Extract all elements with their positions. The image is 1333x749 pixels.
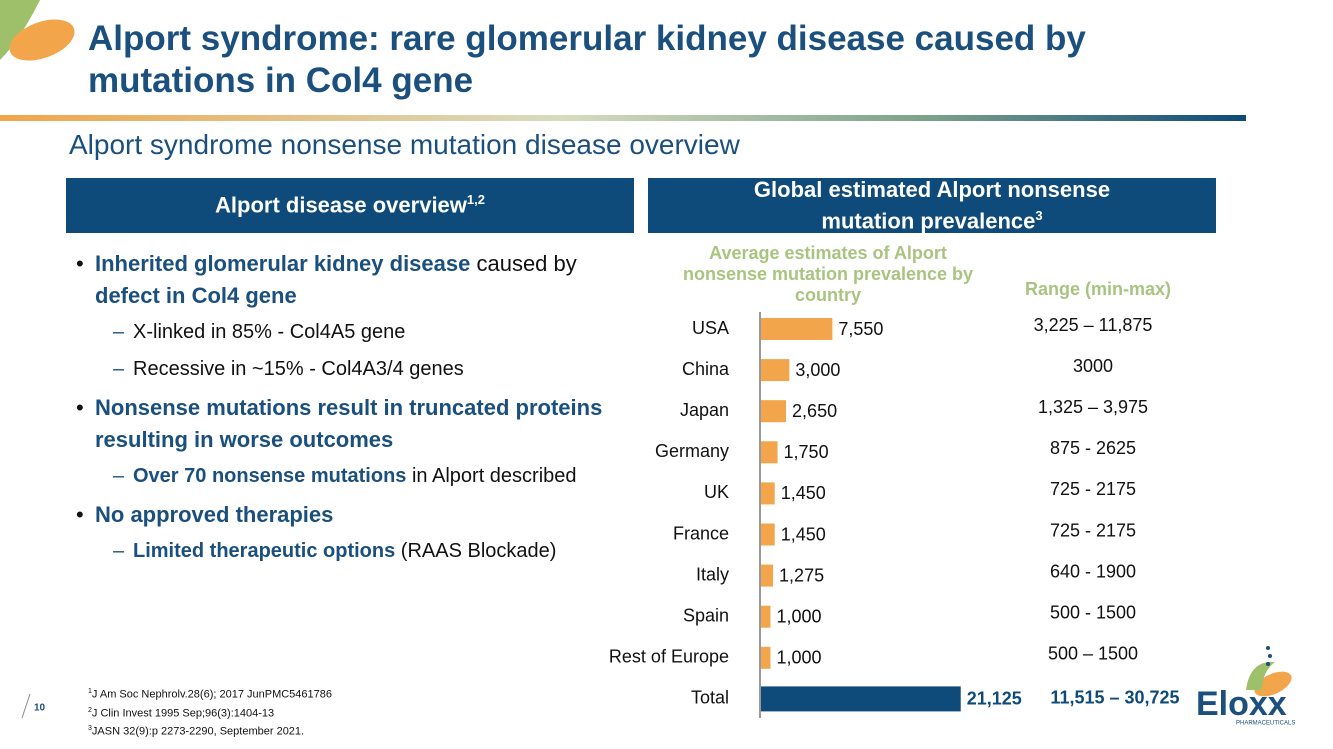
title-rule (0, 115, 1246, 121)
bullet-marker: • (76, 395, 84, 420)
bar (761, 441, 778, 464)
category-label: USA (692, 318, 729, 338)
logo-leaf (1246, 661, 1275, 690)
bar (761, 482, 775, 505)
footnote: 2J Clin Invest 1995 Sep;96(3):1404-13 (88, 703, 332, 722)
footnote-marker: 1 (88, 688, 92, 695)
bullet-text: in Alport described (406, 465, 577, 487)
range-label: 725 - 2175 (1050, 520, 1136, 540)
bar (761, 400, 787, 423)
value-label: 2,650 (792, 401, 837, 421)
bullet-text: No approved therapies (95, 502, 334, 527)
bullet-marker: – (113, 465, 125, 487)
value-label: 1,450 (781, 483, 826, 503)
bullet-text: Recessive in ~15% - Col4A3/4 genes (133, 358, 464, 380)
bullet: • No approved therapies (76, 499, 621, 531)
logo-dot (1266, 662, 1270, 666)
category-label: Spain (683, 605, 729, 625)
left-header-text: Alport disease overview (215, 192, 467, 218)
left-header-sup: 1,2 (466, 192, 485, 208)
slide-subtitle: Alport syndrome nonsense mutation diseas… (69, 129, 740, 160)
corner-blob (9, 19, 75, 61)
range-label: 725 - 2175 (1050, 479, 1136, 499)
footnote-marker: 2 (88, 706, 92, 714)
category-label: Germany (655, 441, 729, 461)
category-label: Total (691, 688, 729, 708)
category-label: Italy (696, 564, 729, 584)
logo-name: Eloxx (1196, 685, 1287, 723)
chart-title: Average estimates of Alport nonsense mut… (682, 243, 974, 305)
footnote-marker: 3 (88, 725, 92, 733)
value-label: 3,000 (795, 360, 840, 380)
category-label: Rest of Europe (609, 647, 729, 667)
bullet-marker: – (113, 358, 125, 380)
logo-dot (1266, 646, 1270, 650)
right-header-text: Global estimated Alport nonsense mutatio… (753, 176, 1111, 234)
range-label: 11,515 – 30,725 (1050, 688, 1179, 708)
footnote: 1J Am Soc Nephrolv.28(6); 2017 JunPMC546… (88, 684, 332, 703)
bullet: • Nonsense mutations result in truncated … (76, 392, 621, 456)
logo-tagline: PHARMACEUTICALS (1236, 721, 1295, 727)
range-label: 875 - 2625 (1050, 438, 1136, 458)
bullet: • Inherited glomerular kidney disease cau… (76, 248, 621, 312)
left-header: Alport disease overview1,2 (66, 178, 634, 233)
category-label: France (673, 523, 729, 543)
value-label: 1,000 (776, 648, 821, 668)
bar (761, 686, 961, 712)
range-label: 3,225 – 11,875 (1034, 315, 1153, 335)
bullet-marker: • (76, 251, 84, 276)
value-label: 1,450 (781, 524, 826, 544)
range-label: 1,325 – 3,975 (1038, 397, 1148, 417)
bullet-text: Inherited glomerular kidney disease (95, 251, 471, 276)
value-label: 1,750 (784, 442, 829, 462)
bullet: – Over 70 nonsense mutations in Alport de… (76, 462, 621, 490)
bullet: – Recessive in ~15% - Col4A3/4 genes (76, 355, 621, 383)
range-label: 640 - 1900 (1050, 561, 1136, 581)
bullet-marker: • (76, 502, 84, 527)
footnote: 3JASN 32(9):p 2273-2290, September 2021. (88, 721, 332, 740)
page-number: 10 (34, 703, 46, 714)
bullet: – Limited therapeutic options (RAAS Block… (76, 537, 621, 565)
bullet-text: Limited therapeutic options (133, 540, 396, 562)
value-label: 7,550 (838, 319, 883, 339)
value-label: 1,000 (776, 606, 821, 626)
bullet-text: Nonsense mutations result in truncated p… (95, 395, 609, 452)
footnote-text: J Am Soc Nephrolv.28(6); 2017 JunPMC5461… (91, 688, 333, 701)
range-label: 500 - 1500 (1050, 602, 1136, 622)
category-label: China (682, 359, 730, 379)
footnotes: 1J Am Soc Nephrolv.28(6); 2017 JunPMC546… (88, 684, 332, 740)
footnote-text: J Clin Invest 1995 Sep;96(3):1404-13 (91, 707, 275, 720)
bullet-list: • Inherited glomerular kidney disease cau… (76, 248, 621, 574)
bullet-marker: – (113, 540, 125, 562)
bullet: – X-linked in 85% - Col4A5 gene (76, 318, 621, 346)
category-label: Japan (680, 400, 729, 420)
bar (761, 523, 775, 546)
bar (761, 564, 774, 587)
bar (761, 359, 790, 382)
bar (761, 646, 771, 669)
slide-title: Alport syndrome: rare glomerular kidney … (88, 19, 1086, 100)
bullet-text: (RAAS Blockade) (395, 540, 557, 562)
value-label: 1,275 (779, 565, 824, 585)
footnote-text: JASN 32(9):p 2273-2290, September 2021. (91, 725, 305, 738)
right-header-sup: 3 (1035, 207, 1043, 223)
range-label: 500 – 1500 (1048, 644, 1138, 664)
bullet-text: defect in Col4 gene (95, 283, 297, 308)
bullet-text: caused by (470, 251, 583, 276)
value-label: 21,125 (967, 689, 1022, 709)
logo-dot (1268, 654, 1272, 658)
bullet-marker: – (113, 321, 125, 343)
bullet-text: X-linked in 85% - Col4A5 gene (133, 321, 406, 343)
bar (761, 605, 771, 628)
bullet-text: Over 70 nonsense mutations (133, 465, 407, 487)
category-label: UK (704, 482, 729, 502)
range-header: Range (min-max) (1025, 279, 1172, 299)
bar (761, 318, 833, 340)
right-header: Global estimated Alport nonsense mutatio… (648, 176, 1216, 234)
range-label: 3000 (1073, 356, 1113, 376)
page-slash (21, 693, 31, 719)
